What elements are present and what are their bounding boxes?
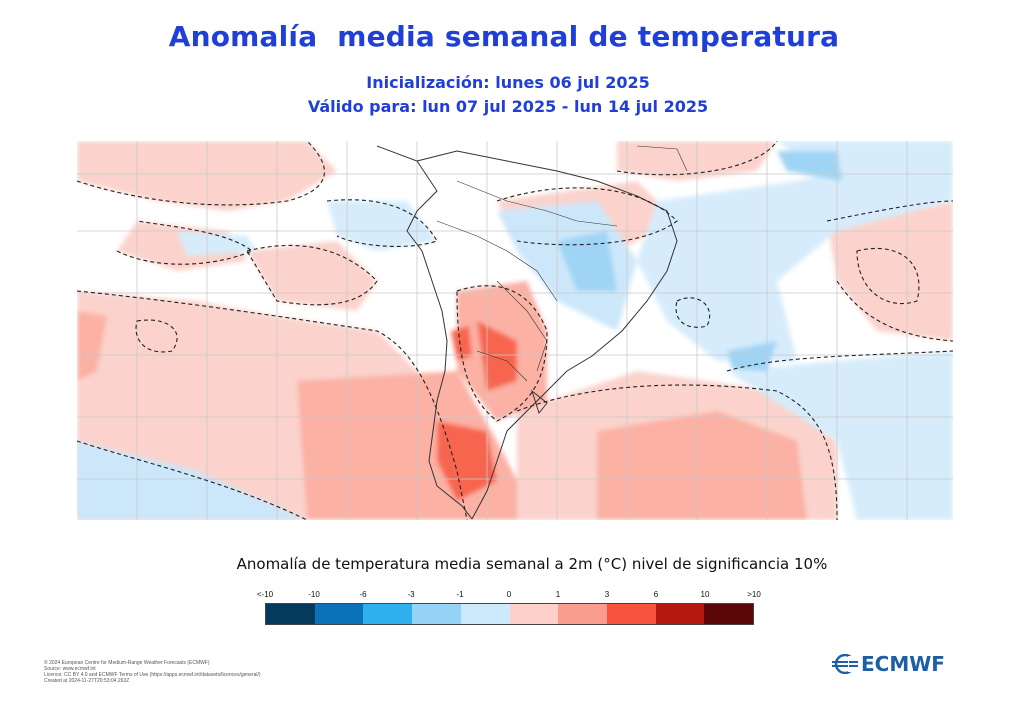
color-scale-segment <box>509 604 559 624</box>
legend-tick: 0 <box>506 590 512 599</box>
color-scale-segment <box>266 604 315 624</box>
legend-tick: -6 <box>359 590 367 599</box>
legend-tick: 3 <box>604 590 610 599</box>
legend-ticks: <-10 -10 -6 -3 -1 0 1 3 6 10 >10 <box>0 590 1024 602</box>
color-scale-segment <box>363 604 413 624</box>
warm-anomaly-regions <box>77 141 953 520</box>
color-scale-segment <box>314 604 364 624</box>
color-scale-segment <box>412 604 461 624</box>
footer-line: © 2024 European Centre for Medium-Range … <box>44 660 210 666</box>
color-scale-segment <box>704 604 754 624</box>
graticule <box>77 141 953 520</box>
legend-title: Anomalía de temperatura media semanal a … <box>236 555 828 573</box>
page-title: Anomalía media semanal de temperatura <box>168 20 840 53</box>
ecmwf-logo-text: ECMWF <box>861 652 945 676</box>
ecmwf-logo: ECMWF <box>832 652 945 676</box>
legend-tick: 1 <box>555 590 561 599</box>
ecmwf-logo-icon <box>832 654 858 674</box>
temperature-anomaly-map <box>77 141 953 520</box>
color-scale-bar <box>265 603 754 625</box>
valid-period: Válido para: lun 07 jul 2025 - lun 14 ju… <box>307 97 709 116</box>
significance-contours <box>77 141 953 520</box>
color-scale-segment <box>460 604 510 624</box>
copyright-footer: © 2024 European Centre for Medium-Range … <box>44 660 261 684</box>
legend-tick: -10 <box>308 590 320 599</box>
legend-tick: <-10 <box>256 590 274 599</box>
footer-line: Licence: CC BY 4.0 and ECMWF Terms of Us… <box>44 672 261 678</box>
legend-tick: -1 <box>456 590 464 599</box>
legend-tick: -3 <box>407 590 415 599</box>
color-scale-segment <box>558 604 607 624</box>
legend-tick: 6 <box>653 590 659 599</box>
footer-line: Created at 2024-11-27T20:53:04.263Z <box>44 678 130 684</box>
color-scale-segment <box>655 604 705 624</box>
legend-tick: >10 <box>747 590 761 599</box>
initialization-date: Inicialización: lunes 06 jul 2025 <box>366 73 650 92</box>
legend-tick: 10 <box>700 590 710 599</box>
color-scale-segment <box>606 604 656 624</box>
coastlines <box>376 145 688 520</box>
footer-line: Source: www.ecmwf.int <box>44 666 96 672</box>
